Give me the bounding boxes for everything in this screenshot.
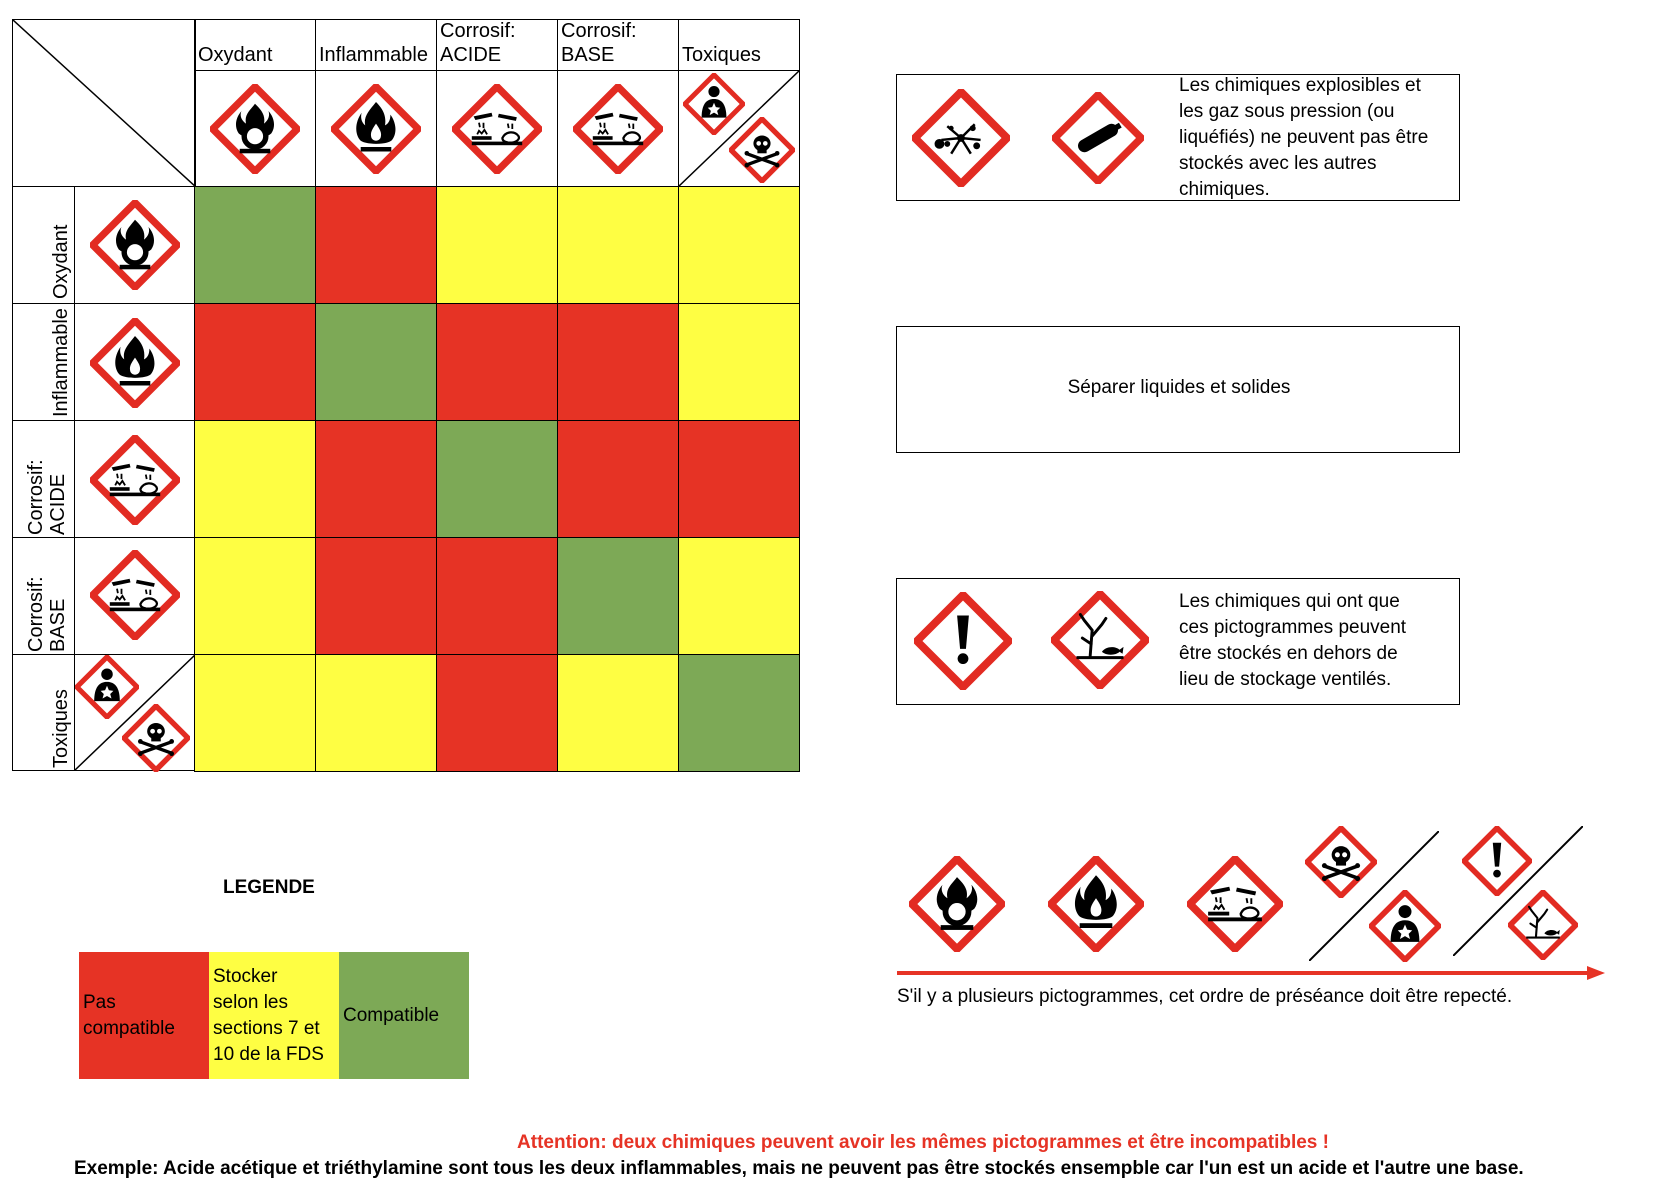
compatibility-cell	[678, 537, 800, 655]
skull-icon	[729, 117, 795, 183]
compatibility-cell	[557, 654, 679, 772]
column-icon-cell-toxiques	[678, 70, 800, 187]
example-note: Exemple: Acide acétique et triéthylamine…	[74, 1158, 1524, 1179]
compatibility-cell	[315, 537, 437, 655]
exclamation-icon	[914, 592, 1012, 690]
row-label-toxiques: Toxiques	[50, 689, 72, 768]
explosives-info-text: Les chimiques explosibles et les gaz sou…	[1179, 75, 1429, 200]
exclamation-icon	[1462, 826, 1532, 896]
compatibility-cell	[557, 420, 679, 538]
column-icon-cell-base	[557, 70, 679, 187]
compatibility-cell	[194, 420, 316, 538]
row-label-inflammable: Inflammable	[50, 308, 72, 417]
compatibility-cell	[315, 420, 437, 538]
column-header-oxydant: Oxydant	[194, 19, 316, 71]
explosive-icon	[912, 89, 1010, 187]
compatibility-cell	[678, 303, 800, 421]
row-label-cell-oxydant: Oxydant	[12, 186, 75, 304]
gas-cylinder-icon	[1052, 92, 1144, 184]
row-label-cell-inflammable: Inflammable	[12, 303, 75, 421]
environment-icon	[1508, 890, 1578, 960]
compatibility-cell	[436, 186, 558, 304]
column-header-corrosif-base: Corrosif: BASE	[557, 19, 679, 71]
row-label-oxydant: Oxydant	[50, 224, 72, 299]
flammable-icon	[331, 84, 421, 174]
compatibility-cell	[194, 186, 316, 304]
row-label-cell-acide: Corrosif: ACIDE	[12, 420, 75, 538]
flammable-icon	[1048, 856, 1144, 952]
split-diagonal-line	[1453, 826, 1583, 956]
row-label-corrosif-acide: Corrosif: ACIDE	[25, 459, 69, 535]
separate-info-text: Séparer liquides et solides	[1067, 377, 1291, 398]
legend-item-compatible: Compatible	[339, 952, 469, 1079]
compatibility-cell	[315, 654, 437, 772]
row-icon-cell-oxydant	[74, 186, 196, 304]
compatibility-cell	[194, 537, 316, 655]
split-diagonal-line	[74, 654, 196, 771]
compatibility-cell	[678, 654, 800, 772]
attention-note: Attention: deux chimiques peuvent avoir …	[517, 1132, 1329, 1153]
compatibility-cell	[557, 186, 679, 304]
row-icon-cell-acide	[74, 420, 196, 538]
compatibility-matrix: Oxydant Inflammable Corrosif: ACIDE Corro…	[12, 19, 800, 772]
column-header-corrosif-acide: Corrosif: ACIDE	[436, 19, 558, 71]
compatibility-cell	[436, 537, 558, 655]
compatibility-cell	[315, 186, 437, 304]
outside-storage-info-box: Les chimiques qui ont que ces pictogramm…	[896, 578, 1460, 705]
corrosive-icon	[90, 550, 180, 640]
corrosive-icon	[452, 84, 542, 174]
compatibility-cell	[315, 303, 437, 421]
split-diagonal-line	[678, 70, 800, 187]
compatibility-cell	[557, 303, 679, 421]
row-label-corrosif-base: Corrosif: BASE	[25, 576, 69, 652]
legend-item-store-per-sds: Stocker selon les sections 7 et 10 de la FD…	[209, 952, 340, 1079]
compatibility-cell	[678, 186, 800, 304]
corrosive-icon	[573, 84, 663, 174]
matrix-cells	[194, 186, 800, 772]
oxidizer-icon	[909, 856, 1005, 952]
skull-icon	[1305, 826, 1377, 898]
legend: Pas compatible Stocker selon les sections 7…	[79, 952, 469, 1079]
column-header-toxiques: Toxiques	[678, 19, 800, 71]
row-icon-cell-base	[74, 537, 196, 655]
corrosive-icon	[90, 435, 180, 525]
column-icon-cell-acide	[436, 70, 558, 187]
row-icon-cell-toxiques	[74, 654, 196, 771]
compatibility-cell	[436, 654, 558, 772]
compatibility-cell	[436, 420, 558, 538]
outside-storage-info-text: Les chimiques qui ont que ces pictogramm…	[1179, 591, 1407, 690]
compatibility-cell	[194, 654, 316, 772]
matrix-corner	[12, 19, 197, 188]
row-icon-cell-inflammable	[74, 303, 196, 421]
row-label-cell-base: Corrosif: BASE	[12, 537, 75, 655]
separate-info-box: Séparer liquides et solides	[896, 326, 1460, 453]
column-icon-cell-oxydant	[194, 70, 316, 187]
skull-icon	[122, 704, 190, 772]
corner-diagonal-line	[13, 20, 197, 188]
column-header-inflammable: Inflammable	[315, 19, 437, 71]
legend-item-not-compatible: Pas compatible	[79, 952, 210, 1079]
row-label-cell-toxiques: Toxiques	[12, 654, 75, 771]
precedence-order: S'il y a plusieurs pictogrammes, cet ord…	[895, 826, 1607, 1026]
compatibility-cell	[557, 537, 679, 655]
corrosive-icon	[1187, 856, 1283, 952]
compatibility-cell	[678, 420, 800, 538]
oxidizer-icon	[210, 84, 300, 174]
flammable-icon	[90, 318, 180, 408]
legend-title: LEGENDE	[223, 877, 315, 898]
compatibility-cell	[436, 303, 558, 421]
environment-icon	[1051, 591, 1149, 689]
precedence-caption: S'il y a plusieurs pictogrammes, cet ord…	[897, 986, 1513, 1007]
oxidizer-icon	[90, 200, 180, 290]
compatibility-cell	[194, 303, 316, 421]
split-diagonal-line	[1309, 831, 1439, 961]
column-icon-cell-inflammable	[315, 70, 437, 187]
explosives-info-box: Les chimiques explosibles et les gaz sou…	[896, 74, 1460, 201]
precedence-arrow	[897, 966, 1605, 980]
health-hazard-icon	[1369, 890, 1441, 962]
